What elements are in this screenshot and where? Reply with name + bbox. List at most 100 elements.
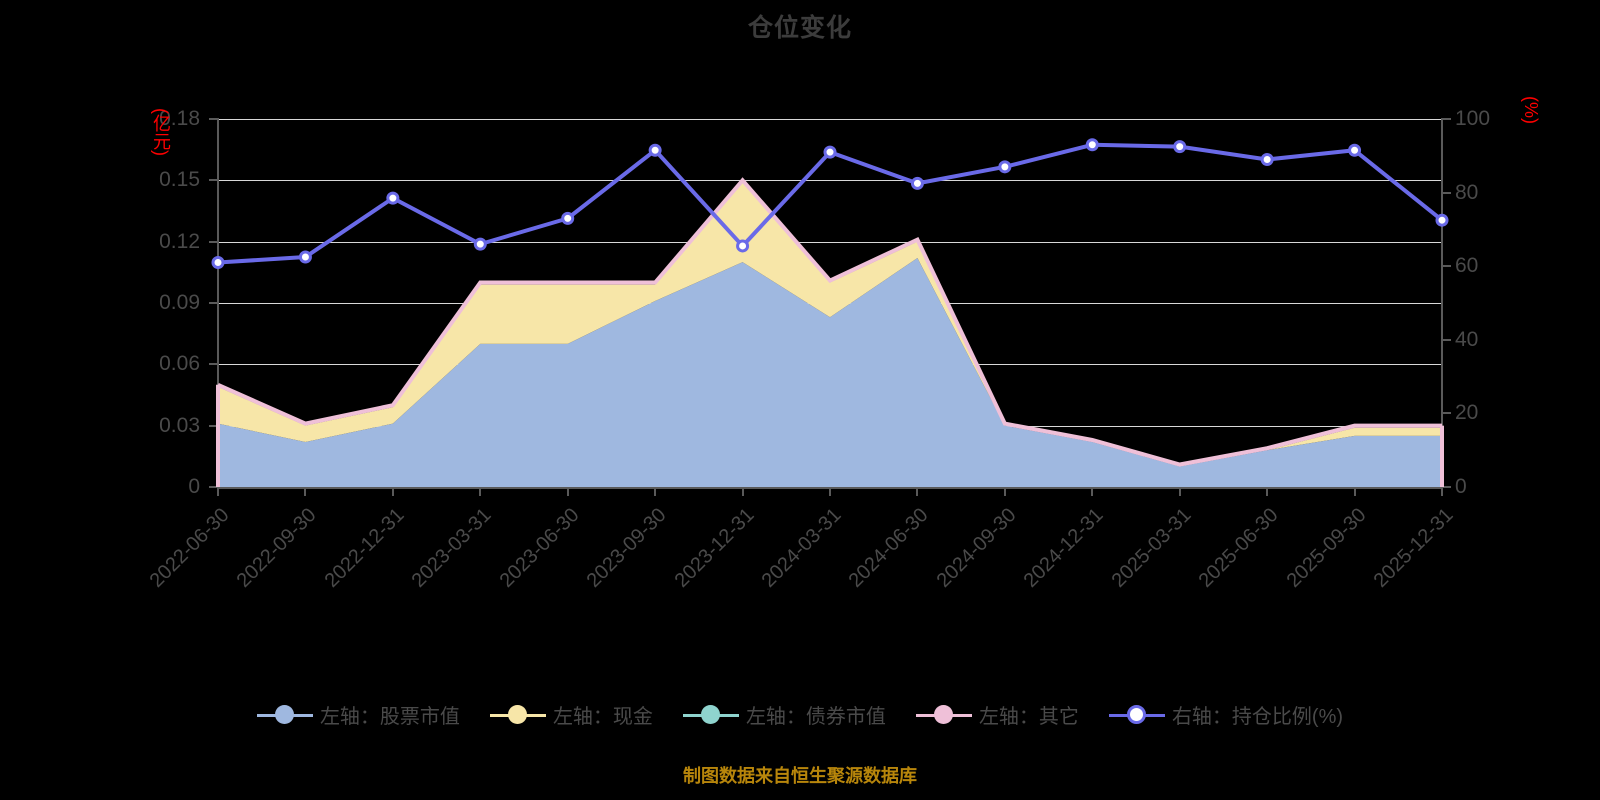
legend-item[interactable]: 左轴：现金 xyxy=(489,700,653,729)
x-axis-tick-label: 2023-09-30 xyxy=(582,504,671,592)
x-axis-tick xyxy=(1178,487,1181,496)
right-axis-labels: 100 80 60 40 20 0 xyxy=(1455,0,1555,800)
gridline xyxy=(218,364,1442,366)
line-data-point xyxy=(473,237,487,251)
left-axis-tick-label: 0 xyxy=(188,475,200,498)
legend: 左轴：股票市值 左轴：现金 左轴：债券市值 左轴：其它 右轴：持仓比例(%) xyxy=(0,700,1600,729)
right-axis-tick-label: 40 xyxy=(1455,327,1479,351)
left-axis-tick-label: 0.09 xyxy=(159,291,200,314)
legend-marker-icon xyxy=(275,705,295,724)
legend-marker-icon xyxy=(934,705,954,724)
gridline xyxy=(218,303,1442,304)
left-axis-tick-label: 0.12 xyxy=(159,229,200,253)
right-axis-tick-label: 80 xyxy=(1455,180,1479,204)
legend-item[interactable]: 左轴：其它 xyxy=(915,700,1079,729)
x-axis-tick-label: 2025-09-30 xyxy=(1282,504,1371,592)
legend-swatch-icon xyxy=(682,705,739,725)
page-title: 仓位变化 xyxy=(747,14,852,42)
x-axis-tick-label: 2024-12-31 xyxy=(1019,504,1108,592)
legend-item[interactable]: 右轴：持仓比例(%) xyxy=(1108,700,1344,729)
legend-label: 右轴：持仓比例(%) xyxy=(1171,706,1344,728)
line-data-point xyxy=(298,250,312,264)
legend-swatch-icon xyxy=(1108,705,1165,725)
line-data-point xyxy=(1260,152,1274,166)
x-axis-tick-label: 2023-06-30 xyxy=(495,504,584,592)
legend-swatch-icon xyxy=(256,705,313,725)
left-axis-tick xyxy=(209,302,217,304)
legend-item[interactable]: 左轴：股票市值 xyxy=(256,700,460,729)
gridline xyxy=(218,180,1442,182)
x-axis-tick-label: 2023-12-31 xyxy=(670,504,759,592)
right-axis-tick-label: 60 xyxy=(1455,254,1479,278)
legend-marker-icon xyxy=(1127,705,1147,724)
left-axis-tick-label: 0.06 xyxy=(159,352,200,376)
area-series xyxy=(218,182,1442,467)
area-series xyxy=(218,182,1442,467)
x-axis-tick xyxy=(1091,487,1094,496)
x-axis-tick-label: 2025-06-30 xyxy=(1194,504,1283,592)
footer-note: 制图数据来自恒生聚源数据库 xyxy=(683,766,917,786)
x-axis-tick xyxy=(1441,487,1443,496)
x-axis-tick xyxy=(1003,487,1006,496)
right-axis-unit-label: (%) xyxy=(1521,96,1541,124)
legend-marker-icon xyxy=(508,705,528,724)
right-axis-tick-label: 0 xyxy=(1455,475,1467,498)
left-axis-line xyxy=(217,118,219,489)
line-series xyxy=(217,142,1444,265)
legend-marker-icon xyxy=(701,705,721,724)
right-axis-tick xyxy=(1443,338,1451,341)
gridline xyxy=(218,241,1442,243)
x-axis-tick-label: 2024-03-31 xyxy=(757,504,846,592)
left-axis-tick xyxy=(209,240,217,243)
legend-label: 左轴：其它 xyxy=(978,706,1079,728)
left-axis-tick xyxy=(209,179,217,182)
line-data-point xyxy=(561,211,575,225)
left-axis-tick xyxy=(209,118,217,120)
x-axis-tick xyxy=(304,487,307,496)
line-data-point xyxy=(1085,138,1099,152)
left-axis-tick-label: 0.03 xyxy=(159,413,200,437)
right-axis-tick xyxy=(1443,486,1451,488)
area-series xyxy=(218,180,1442,467)
x-axis-tick-label: 2025-03-31 xyxy=(1107,504,1196,592)
line-data-point xyxy=(998,160,1012,174)
x-axis-tick-label: 2025-12-31 xyxy=(1369,504,1458,592)
left-axis-unit-label: (亿元) xyxy=(151,108,171,156)
left-axis-tick xyxy=(209,424,217,427)
legend-label: 左轴：现金 xyxy=(552,706,653,728)
x-axis-tick-label: 2023-03-31 xyxy=(407,504,496,592)
left-axis-tick xyxy=(209,363,217,366)
legend-label: 左轴：股票市值 xyxy=(319,706,460,728)
gridline xyxy=(218,425,1442,427)
area-series xyxy=(218,258,1442,487)
x-axis-tick xyxy=(479,487,482,496)
x-axis-tick xyxy=(916,487,919,496)
line-data-point xyxy=(648,143,662,157)
right-axis-tick xyxy=(1443,118,1451,120)
x-axis-tick-label: 2024-06-30 xyxy=(845,504,933,592)
x-axis-tick xyxy=(741,487,744,496)
line-data-point xyxy=(823,145,837,159)
legend-swatch-icon xyxy=(915,705,972,725)
left-axis-tick-label: 0.15 xyxy=(159,168,200,192)
right-axis-tick-label: 100 xyxy=(1455,107,1491,130)
x-axis-tick xyxy=(217,487,219,496)
right-axis-tick xyxy=(1443,265,1451,268)
x-axis-tick xyxy=(566,487,569,496)
right-axis-tick-label: 20 xyxy=(1455,401,1479,425)
gridline xyxy=(218,119,1442,120)
legend-swatch-icon xyxy=(489,705,546,725)
x-axis-tick xyxy=(829,487,831,496)
x-axis-tick xyxy=(391,487,394,496)
x-axis-tick xyxy=(1266,487,1269,496)
line-data-point xyxy=(1348,143,1362,157)
x-axis-tick xyxy=(654,487,657,496)
x-axis-tick xyxy=(1353,487,1356,496)
legend-item[interactable]: 左轴：债券市值 xyxy=(682,700,886,729)
right-axis-tick xyxy=(1443,191,1451,194)
line-data-point xyxy=(1173,140,1187,154)
area-top-outline xyxy=(217,177,1442,467)
left-axis-tick xyxy=(209,486,217,488)
